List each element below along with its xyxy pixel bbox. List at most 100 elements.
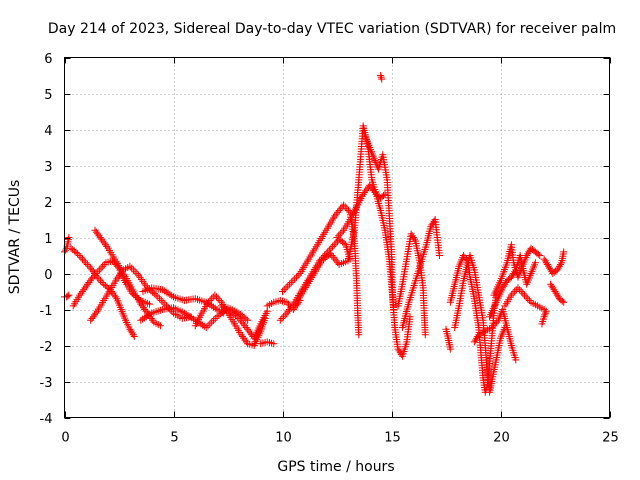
data-point xyxy=(127,327,135,335)
data-point xyxy=(228,309,236,317)
data-point xyxy=(144,312,152,319)
data-point xyxy=(289,277,297,285)
data-point xyxy=(291,275,299,283)
data-point xyxy=(321,254,329,262)
data-point xyxy=(149,288,157,296)
data-point xyxy=(283,298,291,306)
data-point xyxy=(78,255,86,263)
data-point xyxy=(126,325,134,333)
data-point xyxy=(512,356,520,364)
data-point xyxy=(226,307,234,315)
data-point xyxy=(248,331,256,339)
data-point xyxy=(100,261,108,268)
data-point xyxy=(326,250,334,258)
data-point xyxy=(276,316,284,324)
data-point xyxy=(162,288,170,296)
data-point xyxy=(507,273,515,281)
data-point xyxy=(488,324,496,331)
data-point xyxy=(133,270,141,277)
data-point xyxy=(285,306,293,313)
data-point xyxy=(408,232,416,240)
x-tick-label: 20 xyxy=(493,431,510,446)
data-point xyxy=(244,325,252,333)
data-point xyxy=(138,302,146,310)
data-point xyxy=(77,253,85,261)
data-point xyxy=(540,313,548,321)
data-point xyxy=(113,275,121,283)
data-point xyxy=(182,310,190,318)
data-point xyxy=(331,212,339,220)
data-point xyxy=(95,266,103,274)
data-point xyxy=(517,288,525,295)
data-point xyxy=(216,297,224,304)
data-point xyxy=(115,271,123,279)
data-point xyxy=(520,291,528,299)
data-point xyxy=(78,288,86,295)
data-point xyxy=(560,298,568,306)
data-point xyxy=(82,282,90,290)
data-point xyxy=(409,234,417,241)
data-point xyxy=(168,292,176,300)
data-point xyxy=(237,331,245,339)
data-point xyxy=(103,243,111,250)
data-point xyxy=(80,286,88,294)
data-point xyxy=(199,321,207,329)
data-point xyxy=(338,228,346,236)
data-point xyxy=(493,318,501,326)
data-point xyxy=(149,316,157,324)
data-point xyxy=(514,284,522,292)
data-point xyxy=(509,289,517,297)
data-point xyxy=(550,286,558,294)
data-point xyxy=(551,288,559,295)
data-point xyxy=(336,230,344,238)
x-axis-title: GPS time / hours xyxy=(277,459,394,475)
data-point xyxy=(166,291,174,298)
data-point xyxy=(100,239,108,247)
data-point xyxy=(160,287,168,295)
data-point xyxy=(524,250,532,258)
data-point xyxy=(344,207,352,214)
y-tick-label: 2 xyxy=(44,196,52,211)
y-tick-label: 1 xyxy=(44,232,52,247)
data-point xyxy=(240,313,248,321)
data-point xyxy=(510,270,518,277)
data-point xyxy=(233,313,241,321)
data-point xyxy=(95,232,103,240)
data-point xyxy=(89,313,97,321)
data-point xyxy=(394,345,402,353)
data-point xyxy=(159,286,167,294)
data-point xyxy=(65,291,73,299)
data-point xyxy=(99,237,107,245)
data-point xyxy=(270,340,278,348)
x-tick-label: 15 xyxy=(384,431,401,446)
data-point xyxy=(91,226,99,234)
data-point xyxy=(501,280,509,288)
data-point xyxy=(204,298,212,306)
data-point xyxy=(230,310,238,318)
data-point xyxy=(85,279,93,286)
data-point xyxy=(547,266,555,274)
data-point xyxy=(362,187,370,195)
data-point xyxy=(288,302,296,310)
data-point xyxy=(87,316,95,324)
data-point xyxy=(92,309,100,317)
data-point xyxy=(541,311,549,319)
data-point xyxy=(202,324,210,331)
data-point xyxy=(329,253,337,261)
data-point xyxy=(214,295,222,303)
grid-layer xyxy=(64,57,610,418)
data-point xyxy=(406,313,414,321)
data-point xyxy=(330,241,338,249)
data-point xyxy=(146,300,154,308)
data-point xyxy=(381,190,389,198)
data-point xyxy=(407,230,415,238)
chart-title: Day 214 of 2023, Sidereal Day-to-day VTE… xyxy=(48,21,616,37)
data-point xyxy=(130,333,138,340)
data-point xyxy=(139,315,147,323)
data-point xyxy=(154,293,162,301)
data-point xyxy=(547,280,555,288)
data-point xyxy=(553,266,561,274)
y-tick-label: 4 xyxy=(44,124,52,139)
data-point xyxy=(278,315,286,322)
data-point xyxy=(126,262,134,270)
